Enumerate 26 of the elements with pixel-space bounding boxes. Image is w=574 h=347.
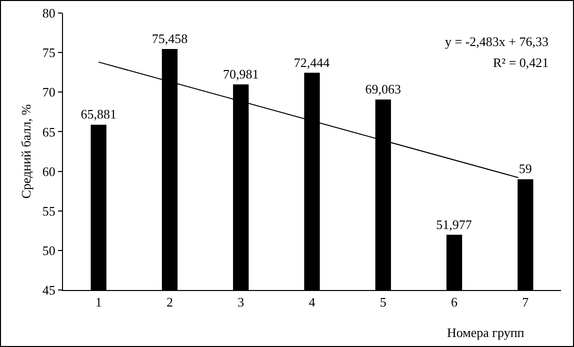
y-axis-title: Средний балл, % (18, 104, 34, 199)
x-tick-label: 5 (380, 294, 386, 310)
y-tick-label: 80 (42, 6, 56, 21)
x-tick-label: 2 (166, 294, 173, 310)
x-tick-label: 3 (238, 294, 244, 310)
y-tick-label: 45 (42, 282, 56, 298)
x-tick-label: 1 (95, 294, 102, 310)
y-tick-label: 75 (42, 45, 56, 60)
x-tick-label: 7 (522, 294, 530, 310)
x-tick-label: 6 (451, 294, 458, 310)
data-label: 59 (518, 161, 532, 176)
x-tick-label: 4 (308, 294, 316, 310)
data-label: 51,977 (436, 216, 472, 232)
data-label: 70,981 (222, 66, 259, 82)
data-label: 72,444 (294, 54, 330, 70)
annotation: R² = 0,421 (493, 55, 549, 70)
y-tick-label: 60 (42, 164, 56, 179)
annotation: y = -2,483x + 76,33 (445, 34, 548, 49)
data-label: 75,458 (152, 30, 188, 46)
y-tick-label: 70 (42, 84, 56, 100)
y-tick-label: 55 (42, 203, 56, 218)
data-label: 65,881 (80, 106, 116, 122)
x-axis-title: Номера групп (447, 325, 524, 340)
y-tick-label: 65 (42, 124, 56, 140)
data-label: 69,063 (365, 82, 402, 97)
y-tick-label: 50 (42, 242, 56, 258)
